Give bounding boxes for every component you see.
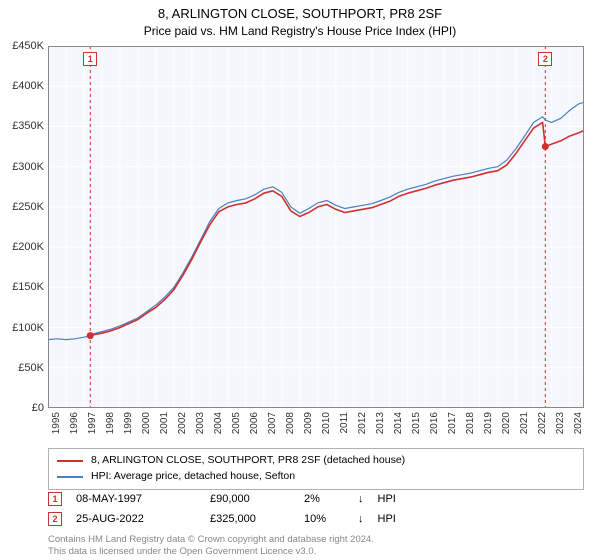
x-tick-label: 2020: [501, 412, 512, 434]
y-tick-label: £200K: [12, 241, 44, 253]
x-tick-label: 1996: [69, 412, 80, 434]
y-tick-label: £350K: [12, 120, 44, 132]
sale-pct: 10%: [304, 513, 344, 525]
x-tick-label: 1997: [87, 412, 98, 434]
footer-attribution: Contains HM Land Registry data © Crown c…: [48, 534, 374, 558]
sale-row-2: 2 25-AUG-2022 £325,000 10% ↓ HPI: [48, 512, 396, 526]
x-tick-label: 2012: [357, 412, 368, 434]
x-tick-label: 2018: [465, 412, 476, 434]
x-tick-label: 2009: [303, 412, 314, 434]
legend-swatch: [57, 476, 83, 478]
y-tick-label: £250K: [12, 201, 44, 213]
sale-marker-chart-label: 2: [538, 52, 552, 66]
sale-marker-icon: 1: [48, 492, 62, 506]
x-tick-label: 2002: [177, 412, 188, 434]
chart-svg: [48, 46, 584, 408]
x-tick-label: 2019: [483, 412, 494, 434]
sale-price: £325,000: [210, 513, 290, 525]
sale-pct: 2%: [304, 493, 344, 505]
sale-date: 08-MAY-1997: [76, 493, 196, 505]
y-tick-label: £100K: [12, 322, 44, 334]
x-tick-label: 1999: [123, 412, 134, 434]
x-tick-label: 2023: [555, 412, 566, 434]
footer-line2: This data is licensed under the Open Gov…: [48, 546, 374, 558]
x-tick-label: 2024: [573, 412, 584, 434]
sale-vs: HPI: [378, 493, 396, 505]
arrow-down-icon: ↓: [358, 513, 364, 525]
x-tick-label: 2004: [213, 412, 224, 434]
x-tick-label: 1995: [51, 412, 62, 434]
legend: 8, ARLINGTON CLOSE, SOUTHPORT, PR8 2SF (…: [48, 448, 584, 490]
x-tick-label: 2016: [429, 412, 440, 434]
legend-item-hpi: HPI: Average price, detached house, Seft…: [57, 469, 575, 485]
x-tick-label: 2006: [249, 412, 260, 434]
y-tick-label: £150K: [12, 281, 44, 293]
x-tick-label: 2003: [195, 412, 206, 434]
legend-item-property: 8, ARLINGTON CLOSE, SOUTHPORT, PR8 2SF (…: [57, 453, 575, 469]
legend-swatch: [57, 460, 83, 462]
sale-marker-chart-label: 1: [83, 52, 97, 66]
arrow-down-icon: ↓: [358, 493, 364, 505]
legend-label: HPI: Average price, detached house, Seft…: [91, 469, 295, 485]
x-tick-label: 2017: [447, 412, 458, 434]
x-tick-label: 2011: [339, 412, 350, 434]
sale-row-1: 1 08-MAY-1997 £90,000 2% ↓ HPI: [48, 492, 396, 506]
x-tick-label: 2000: [141, 412, 152, 434]
x-tick-label: 2007: [267, 412, 278, 434]
x-tick-label: 2008: [285, 412, 296, 434]
y-tick-label: £450K: [12, 40, 44, 52]
x-tick-label: 2021: [519, 412, 530, 434]
chart-title: 8, ARLINGTON CLOSE, SOUTHPORT, PR8 2SF: [0, 0, 600, 22]
x-tick-label: 2005: [231, 412, 242, 434]
chart-subtitle: Price paid vs. HM Land Registry's House …: [0, 22, 600, 38]
sale-vs: HPI: [378, 513, 396, 525]
plot-area: [48, 46, 584, 408]
footer-line1: Contains HM Land Registry data © Crown c…: [48, 534, 374, 546]
y-tick-label: £50K: [18, 362, 44, 374]
x-tick-label: 2015: [411, 412, 422, 434]
x-tick-label: 2014: [393, 412, 404, 434]
legend-label: 8, ARLINGTON CLOSE, SOUTHPORT, PR8 2SF (…: [91, 453, 405, 469]
x-tick-label: 1998: [105, 412, 116, 434]
sale-price: £90,000: [210, 493, 290, 505]
sale-marker-icon: 2: [48, 512, 62, 526]
x-tick-label: 2022: [537, 412, 548, 434]
y-tick-label: £0: [32, 402, 44, 414]
sale-date: 25-AUG-2022: [76, 513, 196, 525]
chart-container: 8, ARLINGTON CLOSE, SOUTHPORT, PR8 2SF P…: [0, 0, 600, 560]
y-tick-label: £400K: [12, 80, 44, 92]
x-tick-label: 2010: [321, 412, 332, 434]
y-tick-label: £300K: [12, 161, 44, 173]
x-tick-label: 2001: [159, 412, 170, 434]
x-tick-label: 2013: [375, 412, 386, 434]
